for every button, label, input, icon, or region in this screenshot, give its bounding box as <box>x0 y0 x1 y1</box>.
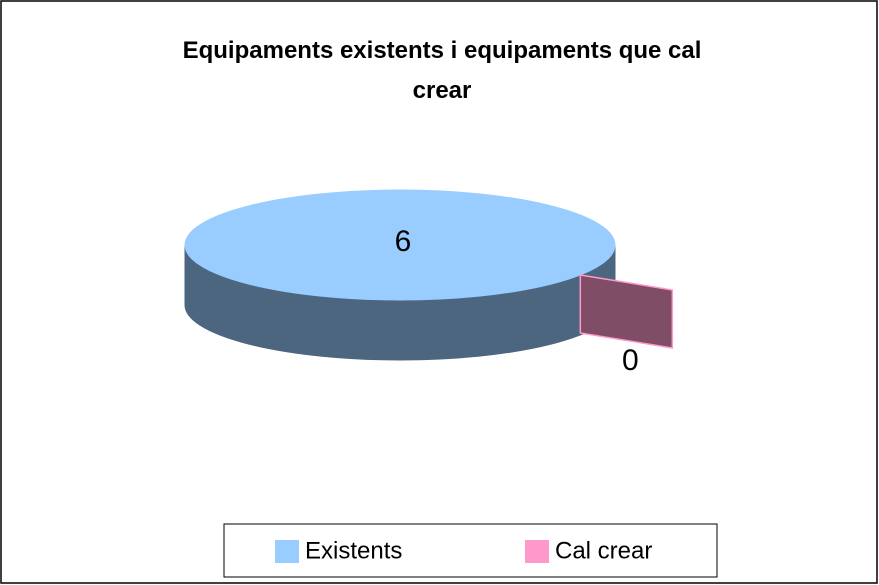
chart-title: Equipaments existents i equipaments que … <box>183 37 702 104</box>
pie-slice <box>579 274 674 349</box>
legend-box <box>223 523 718 578</box>
pie-slice <box>184 189 616 301</box>
legend-swatch <box>275 540 299 563</box>
data-label: 0 <box>622 344 639 377</box>
legend-label: Existents <box>305 537 402 564</box>
legend-swatch <box>525 540 549 563</box>
legend-label: Cal crear <box>555 537 652 564</box>
data-label: 6 <box>395 225 412 258</box>
